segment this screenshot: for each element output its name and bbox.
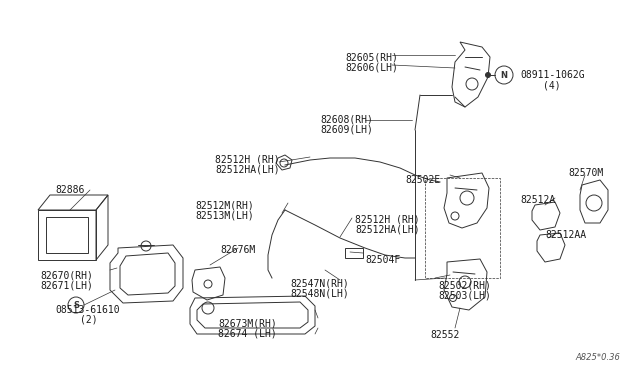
Text: N: N [500,71,508,80]
Text: 82886: 82886 [55,185,84,195]
Text: 82503(LH): 82503(LH) [438,290,491,300]
Text: 82504F: 82504F [365,255,400,265]
Text: 82502E: 82502E [405,175,440,185]
Text: 08513-61610: 08513-61610 [55,305,120,315]
Text: 82512H (RH): 82512H (RH) [215,155,280,165]
Circle shape [486,73,490,77]
Text: 82671(LH): 82671(LH) [40,280,93,290]
Text: A825*0.36: A825*0.36 [575,353,620,362]
Text: 82676M: 82676M [220,245,255,255]
Text: (4): (4) [543,80,561,90]
Text: (2): (2) [80,315,98,325]
Text: 82512A: 82512A [520,195,556,205]
Text: 82513M(LH): 82513M(LH) [195,210,253,220]
Text: 82512HA(LH): 82512HA(LH) [355,225,420,235]
Text: 82512H (RH): 82512H (RH) [355,215,420,225]
Text: S: S [73,301,79,311]
Text: 82608(RH): 82608(RH) [320,115,373,125]
Text: 82609(LH): 82609(LH) [320,125,373,135]
Text: 82570M: 82570M [568,168,604,178]
Text: 82552: 82552 [430,330,460,340]
Text: 08911-1062G: 08911-1062G [520,70,584,80]
Bar [345,248,363,258]
Bar [38,210,96,260]
Text: 82670(RH): 82670(RH) [40,270,93,280]
Text: 82674 (LH): 82674 (LH) [218,328,276,338]
Text: 82606(LH): 82606(LH) [345,62,398,72]
Text: 82512HA(LH): 82512HA(LH) [215,165,280,175]
Text: 82547N(RH): 82547N(RH) [290,278,349,288]
Text: 82512AA: 82512AA [545,230,586,240]
Bar [425,178,500,278]
Text: 82673M(RH): 82673M(RH) [218,318,276,328]
Text: 82548N(LH): 82548N(LH) [290,288,349,298]
Text: 82605(RH): 82605(RH) [345,52,398,62]
Bar [46,217,88,253]
Text: 82502(RH): 82502(RH) [438,280,491,290]
Text: 82512M(RH): 82512M(RH) [195,200,253,210]
